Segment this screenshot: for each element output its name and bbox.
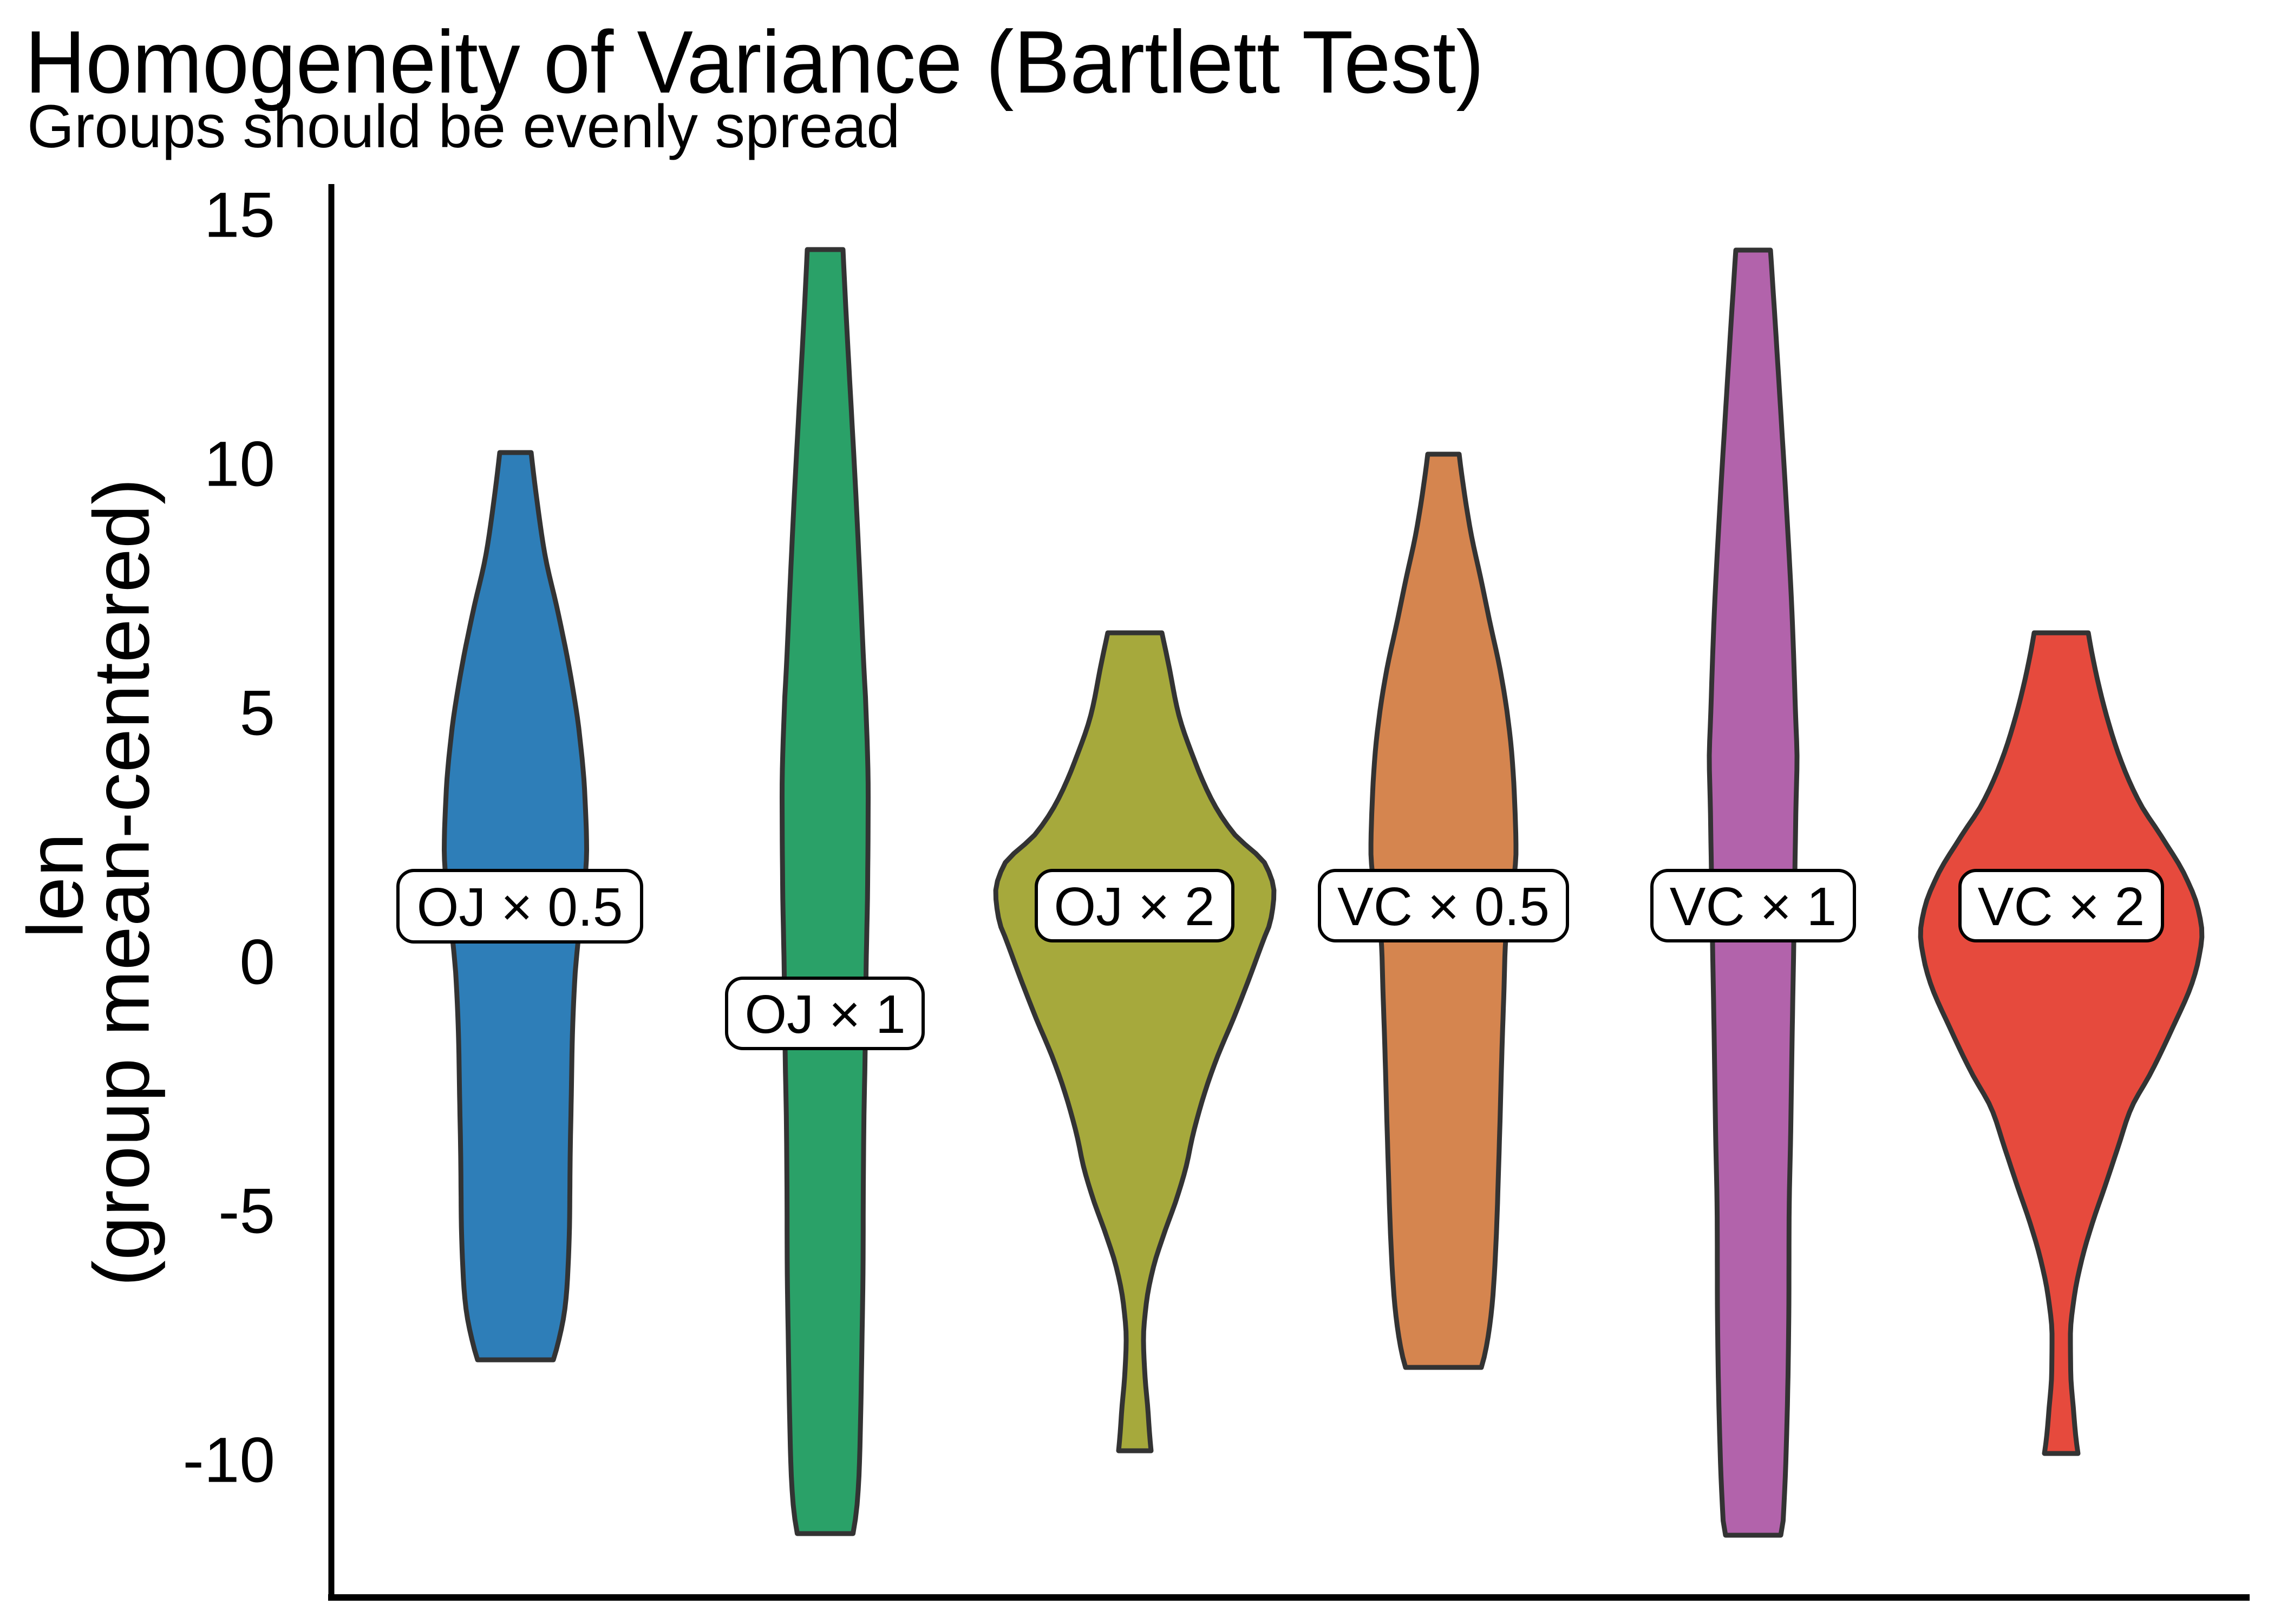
svg-text:Groups should be evenly spread: Groups should be evenly spread xyxy=(27,93,900,160)
svg-text:Homogeneity of Variance (Bartl: Homogeneity of Variance (Bartlett Test) xyxy=(25,12,1484,112)
svg-text:5: 5 xyxy=(239,677,275,749)
svg-text:-10: -10 xyxy=(182,1424,275,1496)
svg-text:OJ × 1: OJ × 1 xyxy=(744,984,905,1045)
svg-text:VC × 1: VC × 1 xyxy=(1670,876,1837,937)
svg-text:15: 15 xyxy=(204,179,275,251)
svg-text:(group mean-centered): (group mean-centered) xyxy=(77,478,166,1286)
svg-text:10: 10 xyxy=(204,428,275,500)
svg-text:-5: -5 xyxy=(218,1175,275,1247)
svg-text:OJ × 2: OJ × 2 xyxy=(1054,876,1214,937)
svg-text:OJ × 0.5: OJ × 0.5 xyxy=(417,877,623,938)
svg-text:VC × 0.5: VC × 0.5 xyxy=(1337,876,1550,937)
svg-text:VC × 2: VC × 2 xyxy=(1978,876,2145,937)
svg-text:len: len xyxy=(11,833,100,939)
svg-text:0: 0 xyxy=(239,926,275,998)
